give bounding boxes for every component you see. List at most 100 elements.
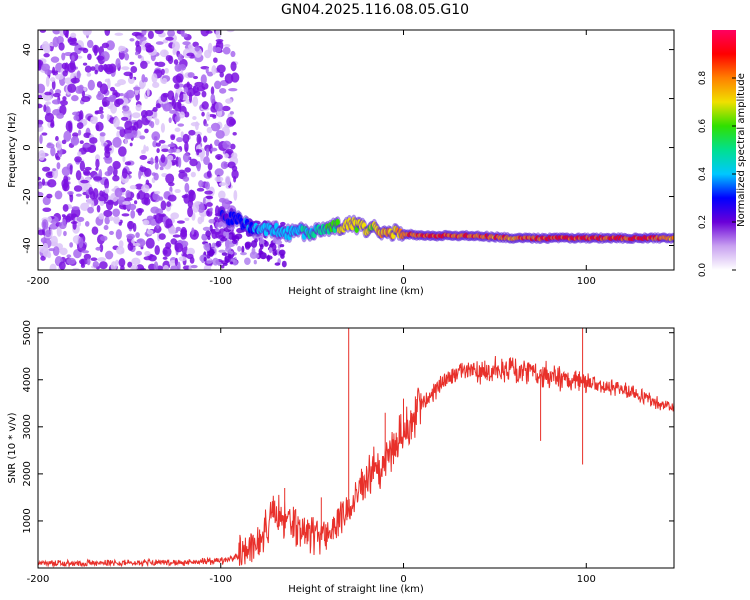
noise-blob xyxy=(58,42,65,51)
noise-blob xyxy=(122,155,126,163)
noise-blob xyxy=(40,255,46,261)
noise-blob xyxy=(115,58,121,68)
noise-blob xyxy=(45,229,52,238)
noise-blob xyxy=(55,156,61,161)
noise-blob xyxy=(104,216,110,225)
noise-blob xyxy=(75,193,82,197)
noise-blob xyxy=(175,148,181,154)
noise-blob xyxy=(95,158,100,169)
noise-blob xyxy=(218,190,226,200)
noise-blob xyxy=(179,91,184,101)
noise-blob xyxy=(141,30,147,36)
noise-blob xyxy=(206,195,214,200)
noise-blob xyxy=(38,176,42,181)
noise-blob xyxy=(220,161,229,170)
noise-blob xyxy=(167,194,177,202)
noise-blob xyxy=(167,155,174,161)
colorbar-tick-label: 0.4 xyxy=(698,167,708,182)
noise-blob xyxy=(186,253,194,260)
noise-blob xyxy=(90,257,98,262)
noise-blob xyxy=(177,157,182,168)
noise-blob xyxy=(186,247,195,256)
noise-blob xyxy=(184,182,190,193)
noise-blob xyxy=(99,200,105,206)
noise-blob xyxy=(200,30,210,37)
noise-blob xyxy=(184,111,190,118)
noise-blob xyxy=(83,30,92,35)
noise-blob xyxy=(108,216,114,222)
noise-blob xyxy=(127,220,135,230)
noise-blob xyxy=(154,245,160,256)
ridge-cell xyxy=(671,235,674,241)
noise-blob xyxy=(59,221,67,230)
noise-blob xyxy=(72,267,80,270)
noise-blob xyxy=(226,30,235,33)
noise-blob xyxy=(107,199,114,205)
noise-blob xyxy=(136,192,140,200)
noise-blob xyxy=(43,53,50,58)
y-tick-label: 40 xyxy=(22,43,33,56)
noise-blob xyxy=(122,201,131,205)
noise-blob xyxy=(124,161,132,166)
noise-blob xyxy=(69,38,77,43)
spectrogram-frame xyxy=(37,29,675,271)
noise-blob xyxy=(192,85,199,94)
noise-blob xyxy=(112,175,120,182)
noise-blob xyxy=(184,217,190,221)
noise-blob xyxy=(125,189,131,199)
noise-blob xyxy=(194,45,200,52)
noise-blob xyxy=(151,131,161,142)
noise-blob xyxy=(182,33,188,38)
noise-blob xyxy=(142,219,150,226)
noise-blob xyxy=(136,239,143,243)
noise-blob xyxy=(71,55,75,62)
noise-blob xyxy=(63,180,68,191)
noise-blob xyxy=(214,168,224,177)
noise-blob xyxy=(104,187,110,194)
noise-blob xyxy=(232,259,238,266)
noise-blob xyxy=(96,93,105,101)
noise-blob xyxy=(119,92,124,97)
noise-blob xyxy=(153,261,159,270)
noise-blob xyxy=(224,153,229,159)
noise-blob xyxy=(218,249,226,253)
noise-blob xyxy=(78,237,84,249)
noise-blob xyxy=(153,225,162,234)
noise-blob xyxy=(109,94,117,100)
noise-blob xyxy=(38,182,43,190)
noise-blob xyxy=(154,162,159,170)
noise-blob xyxy=(124,197,133,202)
noise-blob xyxy=(115,246,125,255)
noise-blob xyxy=(124,120,133,130)
noise-blob xyxy=(99,106,104,112)
noise-blob xyxy=(97,257,107,262)
noise-blob xyxy=(49,263,57,270)
noise-blob xyxy=(69,242,74,248)
noise-blob xyxy=(50,56,60,63)
noise-blob xyxy=(201,101,209,110)
noise-blob xyxy=(209,207,213,212)
noise-blob xyxy=(133,242,141,247)
noise-blob xyxy=(177,53,183,61)
noise-blob xyxy=(80,202,90,212)
noise-blob xyxy=(153,172,159,181)
noise-blob xyxy=(134,51,139,56)
noise-blob xyxy=(86,198,93,205)
noise-blob xyxy=(162,264,170,270)
snr-x-ticks: -200 -100 0 100 xyxy=(27,328,596,585)
noise-blob xyxy=(225,246,232,253)
colorbar-ticks: 0.0 0.2 0.4 0.6 0.8 xyxy=(698,71,736,277)
noise-blob xyxy=(118,146,127,157)
noise-blob xyxy=(204,123,209,127)
noise-blob xyxy=(274,262,281,266)
x-tick-label: 100 xyxy=(577,574,596,585)
noise-blob xyxy=(139,267,147,270)
noise-blob xyxy=(150,157,154,166)
noise-blob xyxy=(127,76,135,85)
noise-blob xyxy=(152,140,158,148)
noise-blob xyxy=(74,156,82,163)
noise-blob xyxy=(81,250,90,254)
noise-blob xyxy=(73,185,83,192)
noise-blob xyxy=(107,166,115,173)
noise-blob xyxy=(259,243,264,250)
